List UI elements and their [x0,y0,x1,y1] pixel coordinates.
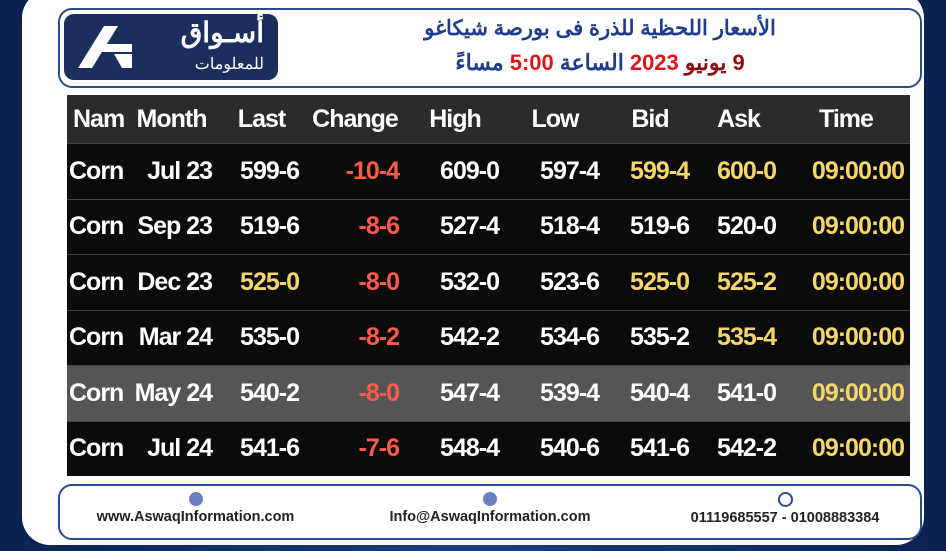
table-cell: 548-4 [405,420,505,476]
table-cell: 539-4 [505,365,605,421]
table-cell: 540-6 [505,420,605,476]
mail-icon [483,492,497,506]
table-cell: 532-0 [405,254,505,310]
table-cell: 09:00:00 [782,198,910,255]
time-label: الساعة [559,50,624,75]
title: الأسعار اللحظية للذرة فى بورصة شيكاغو [424,17,776,40]
table-cell: 609-0 [405,143,505,199]
table-cell: Mar 24 [125,309,218,366]
website[interactable]: www.AswaqInformation.com [96,509,295,525]
table-cell: 09:00:00 [782,309,910,366]
table-cell: 525-2 [695,254,782,310]
table-cell: 540-4 [605,365,695,421]
table-cell: Jul 24 [125,420,218,476]
time: 5:00 [509,50,554,75]
table-cell: Sep 23 [125,198,218,255]
email-item: Info@AswaqInformation.com [360,492,620,525]
table-cell: 542-2 [695,420,782,476]
table-cell: 600-0 [695,143,782,199]
table-cell: Corn [67,254,125,310]
table-cell: 519-6 [218,198,305,255]
table-cell: 520-0 [695,198,782,255]
table-cell: 540-2 [218,365,305,421]
table-cell: 535-2 [605,309,695,366]
footer: www.AswaqInformation.com Info@AswaqInfor… [58,484,922,540]
table-cell: 535-4 [695,309,782,366]
header-row: NameMonthLastChangeHighLowBidAskTime [67,95,910,144]
table-cell: -8-0 [305,254,405,310]
phone-icon [777,492,793,507]
table-cell: 541-6 [218,420,305,476]
table-cell: 519-6 [605,198,695,255]
table-cell: -8-2 [305,309,405,366]
table-cell: 535-0 [218,309,305,366]
table-cell: 547-4 [405,365,505,421]
table-row: Corn Sep 23 519-6 -8-6 527-4 518-4 519-6 520-0 0… [67,198,910,255]
table-cell: 09:00:00 [782,365,910,421]
table-row: Corn Jul 24 541-6 -7-6 548-4 540-6 541-6 542-2 0… [67,420,910,476]
table-cell: 541-6 [605,420,695,476]
table-cell: Dec 23 [125,254,218,310]
table-cell: 597-4 [505,143,605,199]
table-row: Corn May 24 540-2 -8-0 547-4 539-4 540-4 541-0 0… [67,365,910,421]
column-header: Ask [695,95,782,144]
email[interactable]: Info@AswaqInformation.com [389,509,591,525]
table-cell: Corn [67,420,125,476]
table-row: Corn Mar 24 535-0 -8-2 542-2 534-6 535-2 535-4 0… [67,309,910,366]
column-header: Last [218,95,305,144]
table-cell: 09:00:00 [782,254,910,310]
logo-title: أسـواق [180,17,264,48]
table-cell: Corn [67,309,125,366]
phones: 01119685557 - 01008883384 [690,510,880,526]
table-cell: 09:00:00 [782,143,910,199]
globe-icon [188,492,203,506]
table-cell: 542-2 [405,309,505,366]
table-row: Corn Jul 23 599-6 -10-4 609-0 597-4 599-4 600-0… [67,143,910,199]
date: 9 يونيو [684,50,745,75]
table-cell: May 24 [125,365,218,421]
column-header: High [405,95,505,144]
table-cell: 534-6 [505,309,605,366]
column-header: Change [305,95,405,144]
table-cell: Corn [67,365,125,421]
price-table: NameMonthLastChangeHighLowBidAskTime Cor… [67,95,910,476]
table-cell: 527-4 [405,198,505,255]
table-row: Corn Dec 23 525-0 -8-0 532-0 523-6 525-0 525-2 0… [67,254,910,310]
logo-subtitle: للمعلومات [194,56,264,73]
table-cell: -10-4 [305,143,405,199]
website-item: www.AswaqInformation.com [68,492,323,525]
table-cell: 518-4 [505,198,605,255]
column-header: Time [782,95,910,144]
table-cell: Corn [67,143,125,199]
table-cell: 525-0 [218,254,305,310]
header: أسـواق للمعلومات الأسعار اللحظية للذرة ف… [58,8,922,88]
table-cell: 599-4 [605,143,695,199]
table-cell: Jul 23 [125,143,218,199]
column-header: Name [67,95,125,144]
table-cell: Corn [67,198,125,255]
table-cell: 525-0 [605,254,695,310]
column-header: Month [125,95,218,144]
year: 2023 [629,50,679,75]
table-cell: 523-6 [505,254,605,310]
table-cell: 09:00:00 [782,420,910,476]
logo-icon [78,26,132,68]
column-header: Low [505,95,605,144]
table-cell: 541-0 [695,365,782,421]
column-header: Bid [605,95,695,144]
table-cell: -7-6 [305,420,405,476]
table-cell: -8-0 [305,365,405,421]
logo: أسـواق للمعلومات [64,14,278,80]
phone-item: 01119685557 - 01008883384 [655,492,915,526]
period: مساءً [455,50,504,75]
subtitle: 9 يونيو2023الساعة5:00مساءً [290,50,910,76]
table-cell: 599-6 [218,143,305,199]
table-cell: -8-6 [305,198,405,255]
